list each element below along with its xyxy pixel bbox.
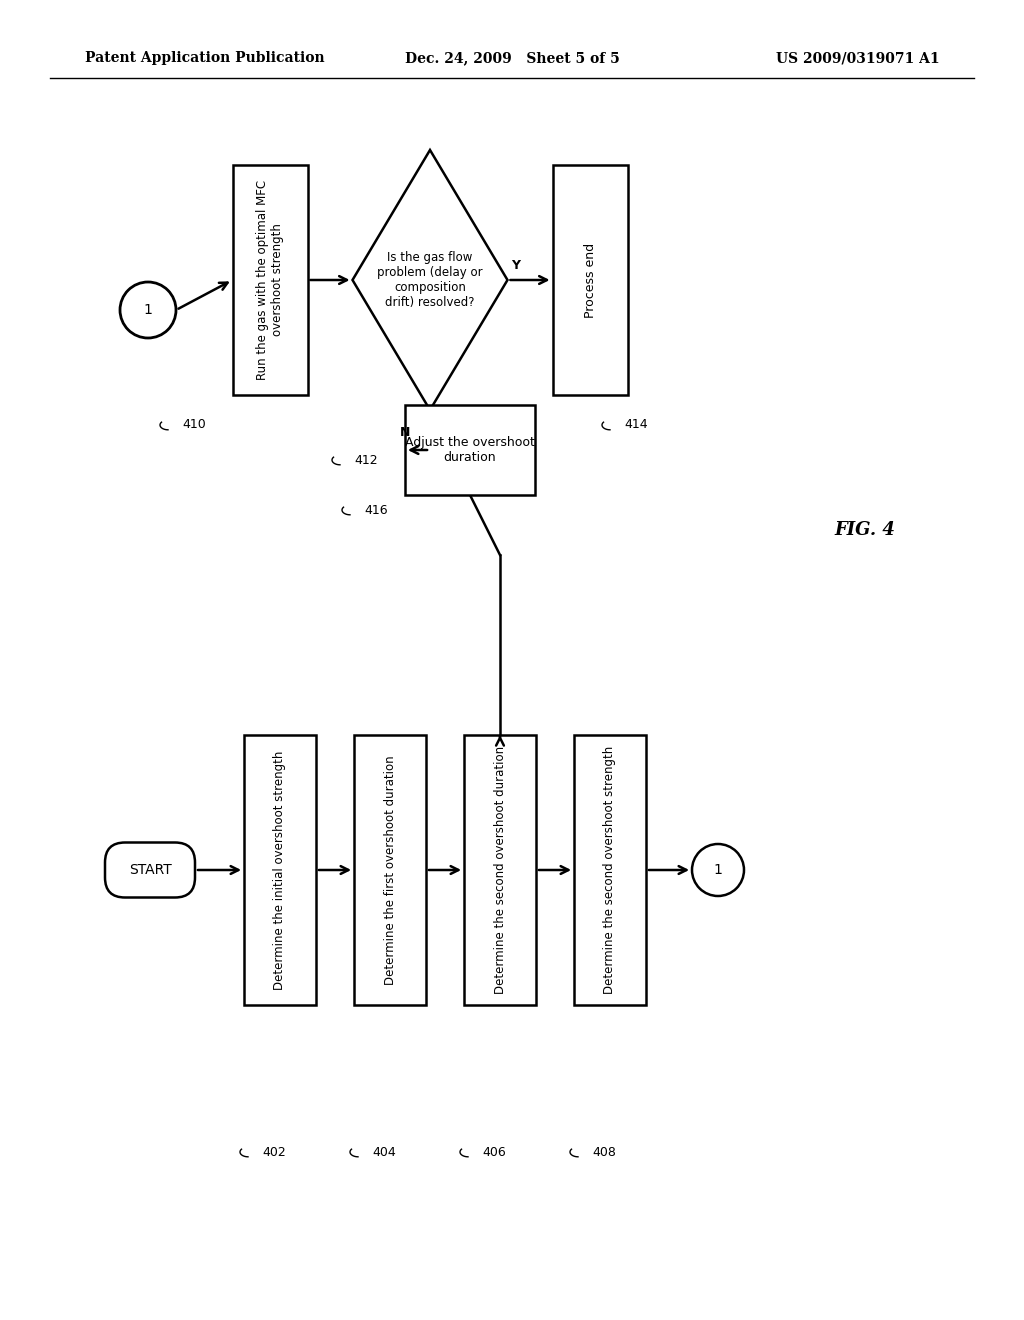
Text: 410: 410 [182, 418, 206, 432]
FancyBboxPatch shape [574, 735, 646, 1005]
Text: 404: 404 [372, 1146, 395, 1159]
Text: Adjust the overshoot
duration: Adjust the overshoot duration [406, 436, 535, 465]
Text: 1: 1 [714, 863, 723, 876]
Text: Determine the second overshoot duration: Determine the second overshoot duration [494, 746, 507, 994]
Polygon shape [352, 150, 508, 411]
Text: Dec. 24, 2009   Sheet 5 of 5: Dec. 24, 2009 Sheet 5 of 5 [404, 51, 620, 65]
Ellipse shape [120, 282, 176, 338]
Text: Process end: Process end [584, 243, 597, 318]
Text: 408: 408 [592, 1146, 615, 1159]
Text: Determine the initial overshoot strength: Determine the initial overshoot strength [273, 750, 287, 990]
Text: Run the gas with the optimal MFC
overshoot strength: Run the gas with the optimal MFC oversho… [256, 180, 284, 380]
Text: Is the gas flow
problem (delay or
composition
drift) resolved?: Is the gas flow problem (delay or compos… [377, 251, 482, 309]
FancyBboxPatch shape [232, 165, 307, 395]
Text: Determine the second overshoot strength: Determine the second overshoot strength [603, 746, 616, 994]
Text: START: START [129, 863, 171, 876]
FancyBboxPatch shape [406, 405, 535, 495]
FancyBboxPatch shape [464, 735, 536, 1005]
Text: US 2009/0319071 A1: US 2009/0319071 A1 [776, 51, 940, 65]
FancyBboxPatch shape [354, 735, 426, 1005]
FancyBboxPatch shape [553, 165, 628, 395]
Text: 412: 412 [354, 454, 378, 466]
Text: 402: 402 [262, 1146, 286, 1159]
Text: 414: 414 [624, 418, 647, 432]
Ellipse shape [692, 843, 744, 896]
Text: 1: 1 [143, 304, 153, 317]
FancyBboxPatch shape [105, 842, 195, 898]
FancyBboxPatch shape [244, 735, 316, 1005]
Text: Patent Application Publication: Patent Application Publication [85, 51, 325, 65]
Text: Determine the first overshoot duration: Determine the first overshoot duration [384, 755, 396, 985]
Text: N: N [399, 425, 410, 438]
Text: 416: 416 [364, 503, 388, 516]
Text: 406: 406 [482, 1146, 506, 1159]
Text: Y: Y [512, 259, 520, 272]
Text: FIG. 4: FIG. 4 [835, 521, 895, 539]
